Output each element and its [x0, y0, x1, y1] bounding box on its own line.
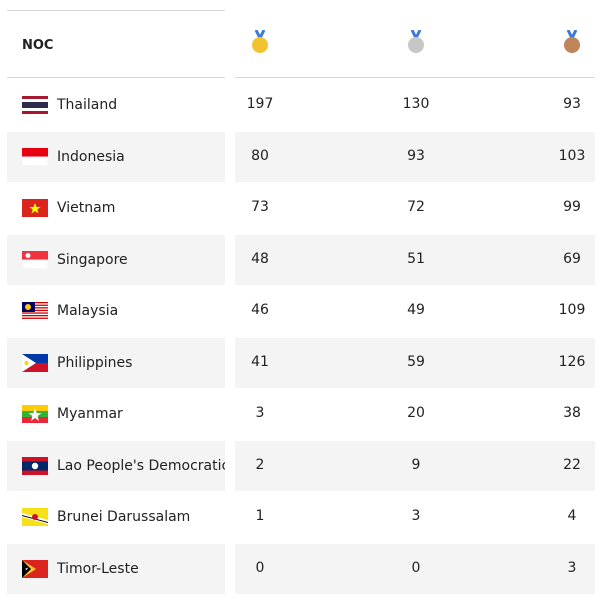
medal-cell: 41 59 126	[235, 337, 595, 388]
flag	[22, 405, 48, 423]
silver-count: 49	[407, 302, 425, 318]
gold-count: 2	[255, 456, 265, 473]
divider	[235, 77, 595, 78]
gold-icon[interactable]	[250, 30, 270, 56]
bronze-count: 4	[567, 508, 577, 524]
flag	[22, 559, 48, 578]
medal-cell: 80 93 103	[235, 131, 595, 182]
noc-cell: Timor-Leste	[7, 543, 225, 594]
silver-count: 0	[411, 559, 421, 576]
noc-cell: Myanmar	[7, 389, 225, 439]
noc-name[interactable]: Lao People's Democratic	[57, 457, 225, 474]
gold-count: 1	[255, 508, 265, 524]
divider	[7, 77, 225, 78]
flag	[22, 302, 48, 320]
divider	[7, 10, 225, 11]
flag	[22, 199, 48, 217]
bronze-count: 99	[563, 199, 581, 215]
gold-count: 80	[251, 147, 269, 164]
medal-cell: 48 51 69	[235, 234, 595, 285]
header-noc[interactable]: NOC	[22, 38, 54, 53]
flag	[22, 456, 48, 475]
noc-cell: Lao People's Democratic	[7, 440, 225, 491]
noc-cell: Vietnam	[7, 183, 225, 233]
gold-count: 73	[251, 199, 269, 215]
noc-name[interactable]: Singapore	[57, 251, 128, 268]
silver-count: 130	[402, 96, 430, 112]
medal-cell: 197 130 93	[235, 80, 595, 130]
gold-count: 41	[251, 353, 269, 370]
flag	[22, 147, 48, 166]
gold-count: 46	[251, 302, 269, 318]
medal-cell: 0 0 3	[235, 543, 595, 594]
noc-name[interactable]: Brunei Darussalam	[57, 509, 191, 525]
silver-count: 9	[411, 456, 421, 473]
bronze-count: 126	[558, 353, 586, 370]
flag	[22, 508, 48, 526]
noc-name[interactable]: Thailand	[57, 97, 118, 113]
noc-name[interactable]: Timor-Leste	[57, 560, 139, 577]
noc-cell: Singapore	[7, 234, 225, 285]
silver-icon[interactable]	[406, 30, 426, 56]
silver-count: 72	[407, 199, 425, 215]
medal-cell: 3 20 38	[235, 389, 595, 439]
silver-count: 59	[407, 353, 425, 370]
flag	[22, 96, 48, 114]
silver-count: 20	[407, 405, 425, 421]
noc-name[interactable]: Malaysia	[57, 303, 119, 319]
gold-count: 197	[246, 96, 274, 112]
gold-count: 48	[251, 250, 269, 267]
gold-count: 3	[255, 405, 265, 421]
bronze-icon[interactable]	[562, 30, 582, 56]
bronze-count: 69	[563, 250, 581, 267]
medal-cell: 2 9 22	[235, 440, 595, 491]
medal-cell: 73 72 99	[235, 183, 595, 233]
noc-cell: Thailand	[7, 80, 225, 130]
silver-count: 93	[407, 147, 425, 164]
gold-count: 0	[255, 559, 265, 576]
silver-count: 51	[407, 250, 425, 267]
silver-count: 3	[411, 508, 421, 524]
noc-cell: Brunei Darussalam	[7, 492, 225, 542]
bronze-count: 103	[558, 147, 586, 164]
bronze-count: 109	[558, 302, 586, 318]
bronze-count: 22	[563, 456, 581, 473]
flag	[22, 250, 48, 269]
noc-name[interactable]: Vietnam	[57, 200, 116, 216]
medal-cell: 1 3 4	[235, 492, 595, 542]
noc-name[interactable]: Philippines	[57, 354, 133, 371]
medal-cell: 46 49 109	[235, 286, 595, 336]
bronze-count: 93	[563, 96, 581, 112]
noc-cell: Philippines	[7, 337, 225, 388]
bronze-count: 3	[567, 559, 577, 576]
noc-cell: Indonesia	[7, 131, 225, 182]
bronze-count: 38	[563, 405, 581, 421]
flag	[22, 353, 48, 372]
noc-cell: Malaysia	[7, 286, 225, 336]
noc-name[interactable]: Indonesia	[57, 148, 125, 165]
noc-name[interactable]: Myanmar	[57, 406, 123, 422]
